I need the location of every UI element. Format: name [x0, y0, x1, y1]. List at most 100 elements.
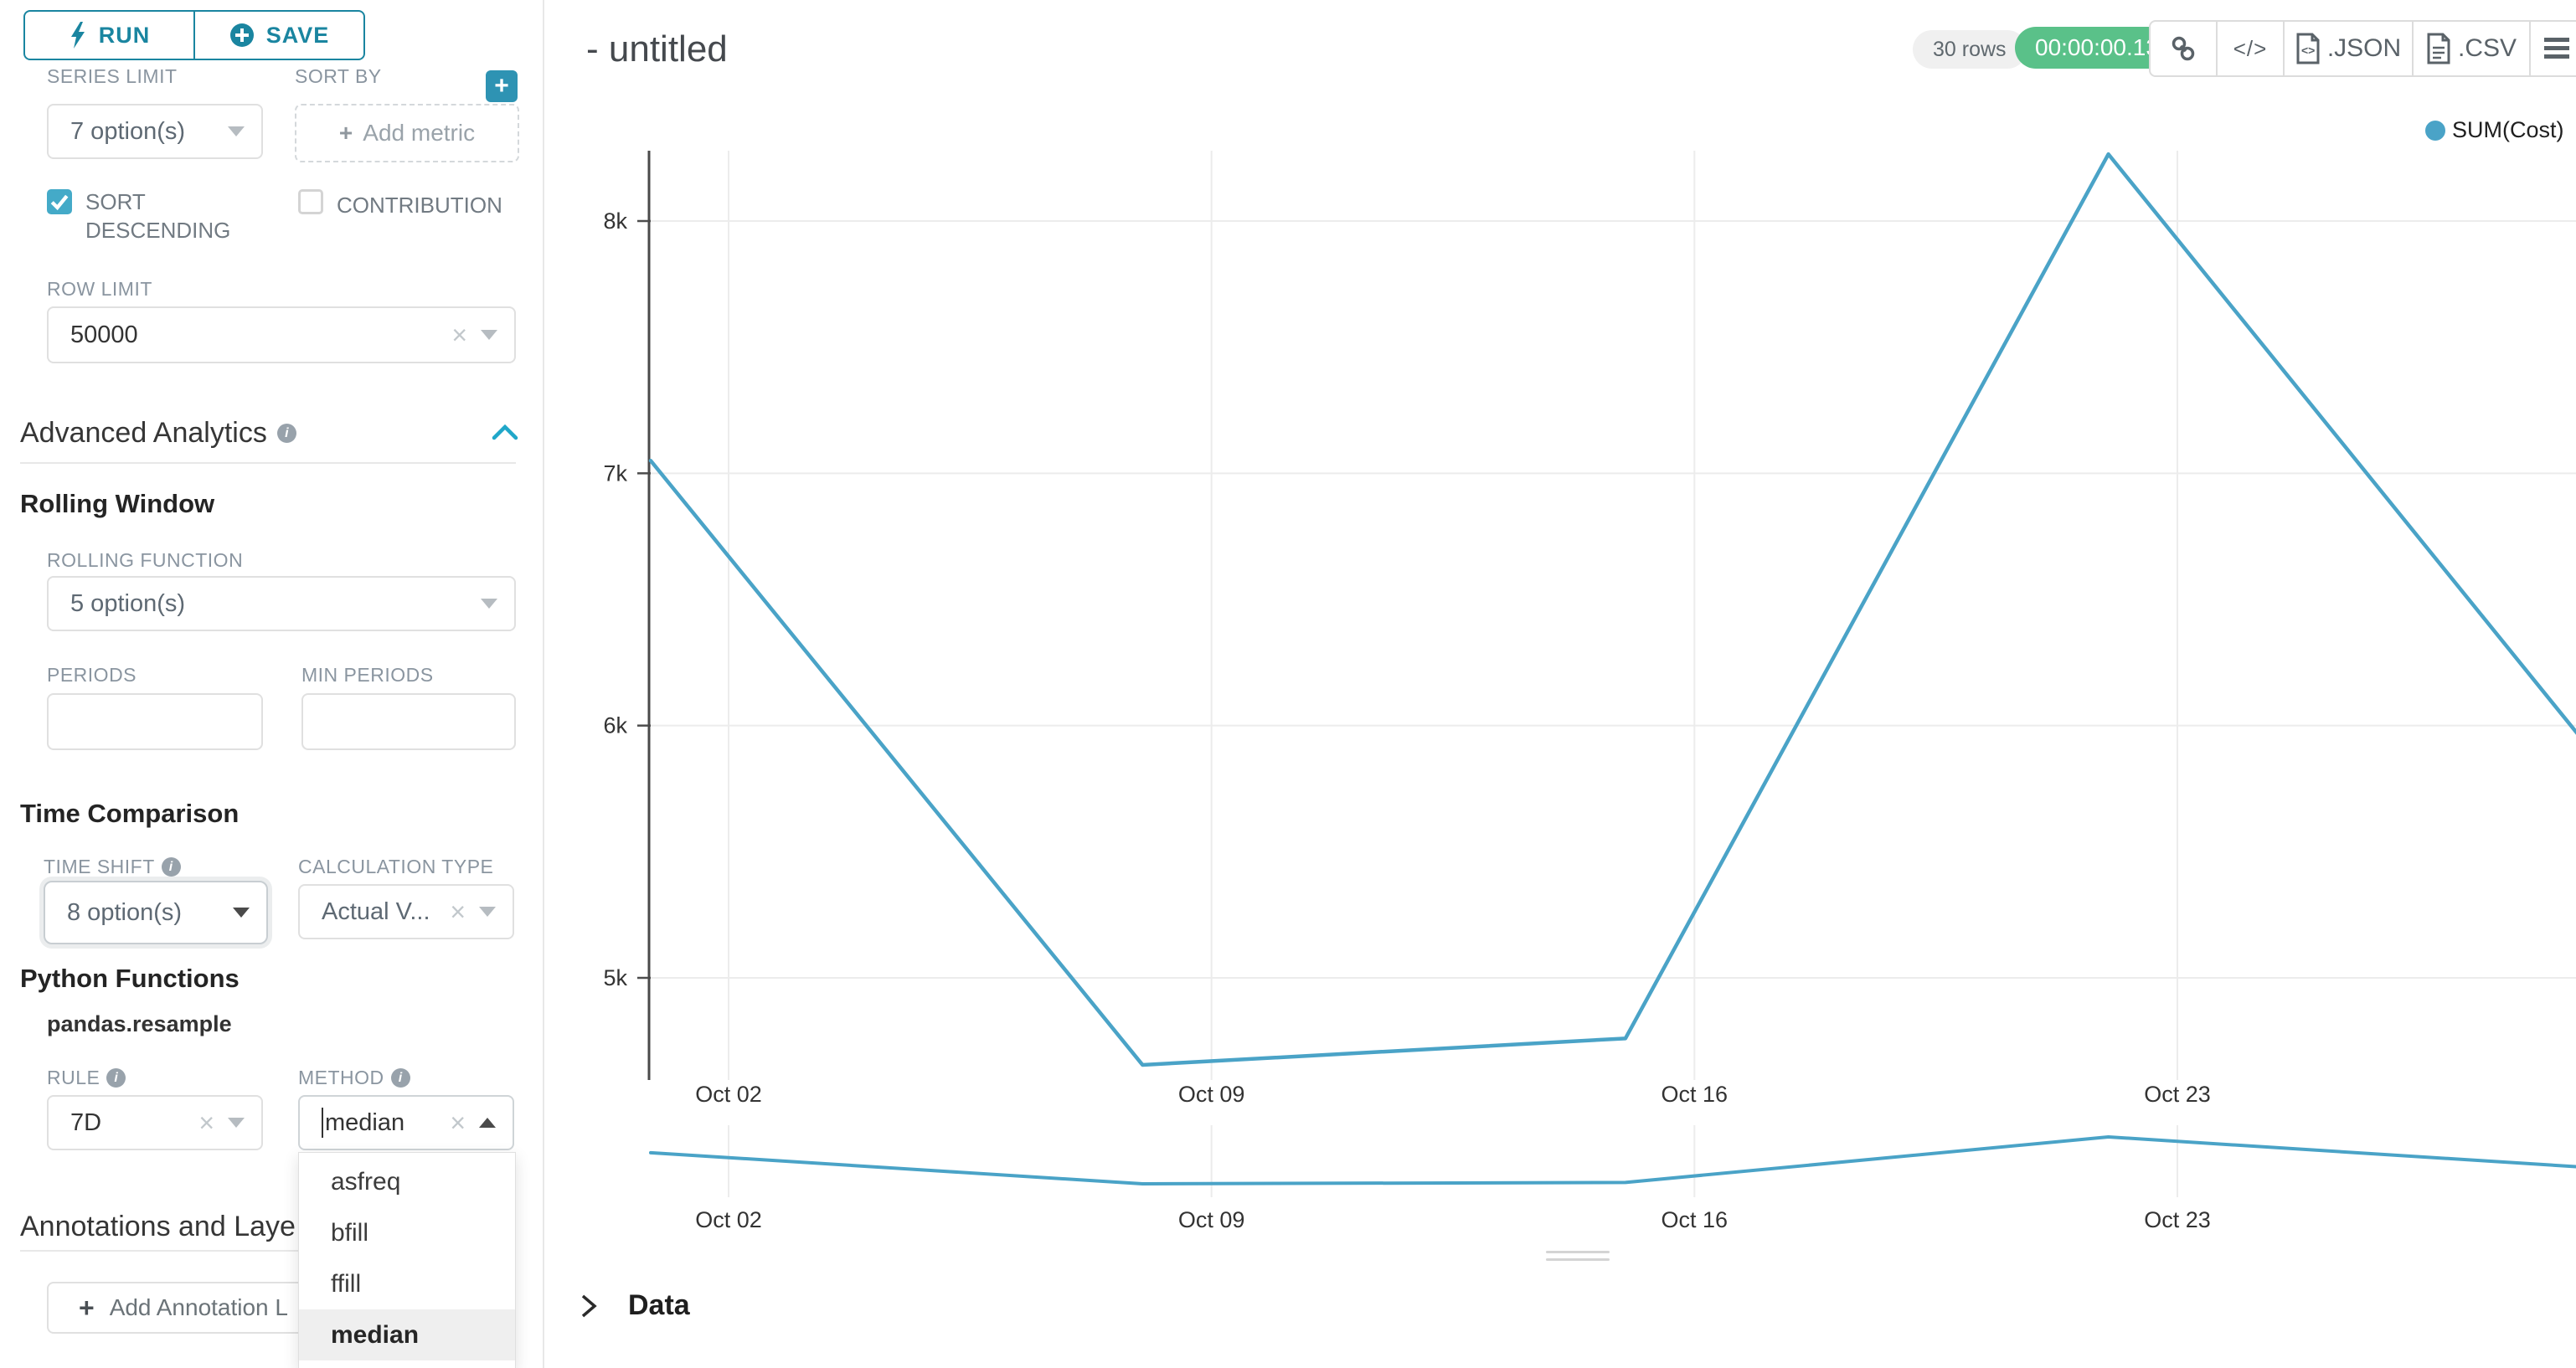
row-limit-label: ROW LIMIT: [47, 278, 152, 300]
periods-input[interactable]: [47, 693, 263, 750]
export-button-group: </> <> .JSON .CSV: [2149, 20, 2576, 77]
advanced-analytics-header[interactable]: Advanced Analytics i: [20, 417, 296, 450]
data-panel-toggle[interactable]: Data: [580, 1289, 690, 1322]
method-label-text: METHOD: [298, 1067, 384, 1088]
svg-text:Oct 23: Oct 23: [2144, 1082, 2211, 1107]
check-icon: [50, 194, 69, 211]
svg-text:Oct 02: Oct 02: [695, 1207, 762, 1232]
copy-link-button[interactable]: [2151, 22, 2216, 75]
svg-text:Oct 23: Oct 23: [2144, 1207, 2211, 1232]
info-icon: i: [276, 424, 296, 443]
export-csv-label: .CSV: [2457, 34, 2517, 62]
save-label: SAVE: [265, 22, 330, 48]
sort-by-add-metric[interactable]: + Add metric: [295, 104, 519, 162]
svg-text:<>: <>: [2301, 44, 2315, 57]
section-divider: [20, 462, 516, 464]
embed-code-button[interactable]: </>: [2216, 22, 2283, 75]
clear-icon[interactable]: ×: [450, 1108, 466, 1138]
method-option-ffill[interactable]: ffill: [331, 1269, 362, 1298]
resize-handle[interactable]: [1546, 1251, 1610, 1261]
info-icon: i: [161, 857, 181, 877]
run-save-group: RUN SAVE: [23, 10, 365, 60]
method-dropdown: asfreq bfill ffill median: [298, 1152, 516, 1368]
clear-icon[interactable]: ×: [450, 897, 466, 927]
series-limit-value: 7 option(s): [70, 117, 186, 145]
chevron-up-icon: [479, 1118, 496, 1128]
row-limit-value: 50000: [70, 321, 138, 348]
lightning-icon: [70, 22, 85, 49]
rolling-function-select[interactable]: 5 option(s): [47, 576, 516, 631]
more-menu-button[interactable]: [2529, 22, 2576, 75]
time-shift-select[interactable]: 8 option(s): [44, 881, 268, 944]
min-periods-input[interactable]: [301, 693, 516, 750]
svg-text:5k: 5k: [603, 965, 627, 990]
svg-text:Oct 02: Oct 02: [695, 1082, 762, 1107]
sort-by-label: SORT BY: [295, 65, 382, 87]
chart-title[interactable]: - untitled: [586, 28, 728, 69]
method-option-median[interactable]: median: [299, 1309, 515, 1360]
chart-legend[interactable]: SUM(Cost): [2425, 117, 2564, 143]
method-label: METHOD i: [298, 1067, 410, 1089]
export-json-button[interactable]: <> .JSON: [2283, 22, 2412, 75]
add-annotation-label: Add Annotation L: [109, 1294, 288, 1320]
section-divider: [20, 1250, 516, 1252]
legend-label: SUM(Cost): [2452, 117, 2564, 142]
rule-label: RULE i: [47, 1067, 126, 1089]
chevron-up-icon[interactable]: [491, 423, 519, 441]
advanced-analytics-title: Advanced Analytics: [20, 417, 267, 449]
rule-value: 7D: [70, 1108, 102, 1136]
clear-icon[interactable]: ×: [451, 320, 467, 350]
sidebar-divider: [543, 0, 544, 1368]
time-shift-label: TIME SHIFT i: [44, 856, 181, 878]
rule-select[interactable]: 7D ×: [47, 1095, 263, 1150]
rule-label-text: RULE: [47, 1067, 100, 1088]
add-metric-placeholder: Add metric: [363, 120, 476, 146]
method-select[interactable]: median ×: [298, 1095, 514, 1150]
run-label: RUN: [98, 22, 151, 48]
export-csv-button[interactable]: .CSV: [2412, 22, 2529, 75]
plus-icon: +: [494, 72, 509, 100]
svg-text:6k: 6k: [603, 713, 627, 738]
periods-label: PERIODS: [47, 664, 137, 686]
chevron-down-icon: [228, 1118, 245, 1128]
time-shift-label-text: TIME SHIFT: [44, 856, 155, 877]
calculation-type-select[interactable]: Actual V... ×: [298, 884, 514, 939]
plus-icon: +: [79, 1292, 95, 1323]
contribution-label: CONTRIBUTION: [337, 193, 502, 218]
series-limit-select[interactable]: 7 option(s): [47, 104, 263, 159]
legend-dot: [2425, 120, 2445, 141]
method-option-asfreq[interactable]: asfreq: [331, 1167, 401, 1196]
csv-file-icon: [2427, 33, 2450, 64]
run-button[interactable]: RUN: [25, 12, 193, 59]
info-icon: i: [106, 1068, 126, 1088]
plus-icon: +: [338, 120, 353, 146]
chevron-down-icon: [481, 330, 497, 340]
svg-text:8k: 8k: [603, 208, 627, 234]
line-chart[interactable]: 5k 6k 7k 8k Oct 02 Oct 02 Oct 09 Oct 09 Oct 16 Oc…: [543, 0, 2576, 1368]
chevron-down-icon: [479, 907, 496, 917]
chevron-right-icon: [581, 1294, 597, 1317]
time-shift-value: 8 option(s): [67, 898, 183, 926]
series-limit-label: SERIES LIMIT: [47, 65, 178, 87]
export-json-label: .JSON: [2326, 34, 2402, 62]
info-icon: i: [390, 1068, 410, 1088]
svg-text:Oct 16: Oct 16: [1662, 1207, 1728, 1232]
sort-descending-checkbox[interactable]: [47, 189, 72, 214]
save-button[interactable]: SAVE: [193, 12, 363, 59]
chevron-down-icon: [481, 599, 497, 609]
annotations-title: Annotations and Laye: [20, 1211, 296, 1242]
rolling-function-value: 5 option(s): [70, 589, 186, 617]
add-sort-metric-button[interactable]: +: [486, 70, 518, 102]
row-limit-select[interactable]: 50000 ×: [47, 306, 516, 363]
code-icon: </>: [2233, 35, 2268, 61]
clear-icon[interactable]: ×: [198, 1108, 214, 1138]
calculation-type-label: CALCULATION TYPE: [298, 856, 494, 877]
json-file-icon: <>: [2296, 33, 2320, 64]
rolling-window-title: Rolling Window: [20, 489, 215, 518]
chevron-down-icon: [228, 126, 245, 136]
contribution-checkbox[interactable]: [298, 189, 323, 214]
method-option-bfill[interactable]: bfill: [331, 1218, 369, 1247]
svg-text:Oct 09: Oct 09: [1178, 1207, 1245, 1232]
pandas-resample-label: pandas.resample: [47, 1011, 232, 1036]
